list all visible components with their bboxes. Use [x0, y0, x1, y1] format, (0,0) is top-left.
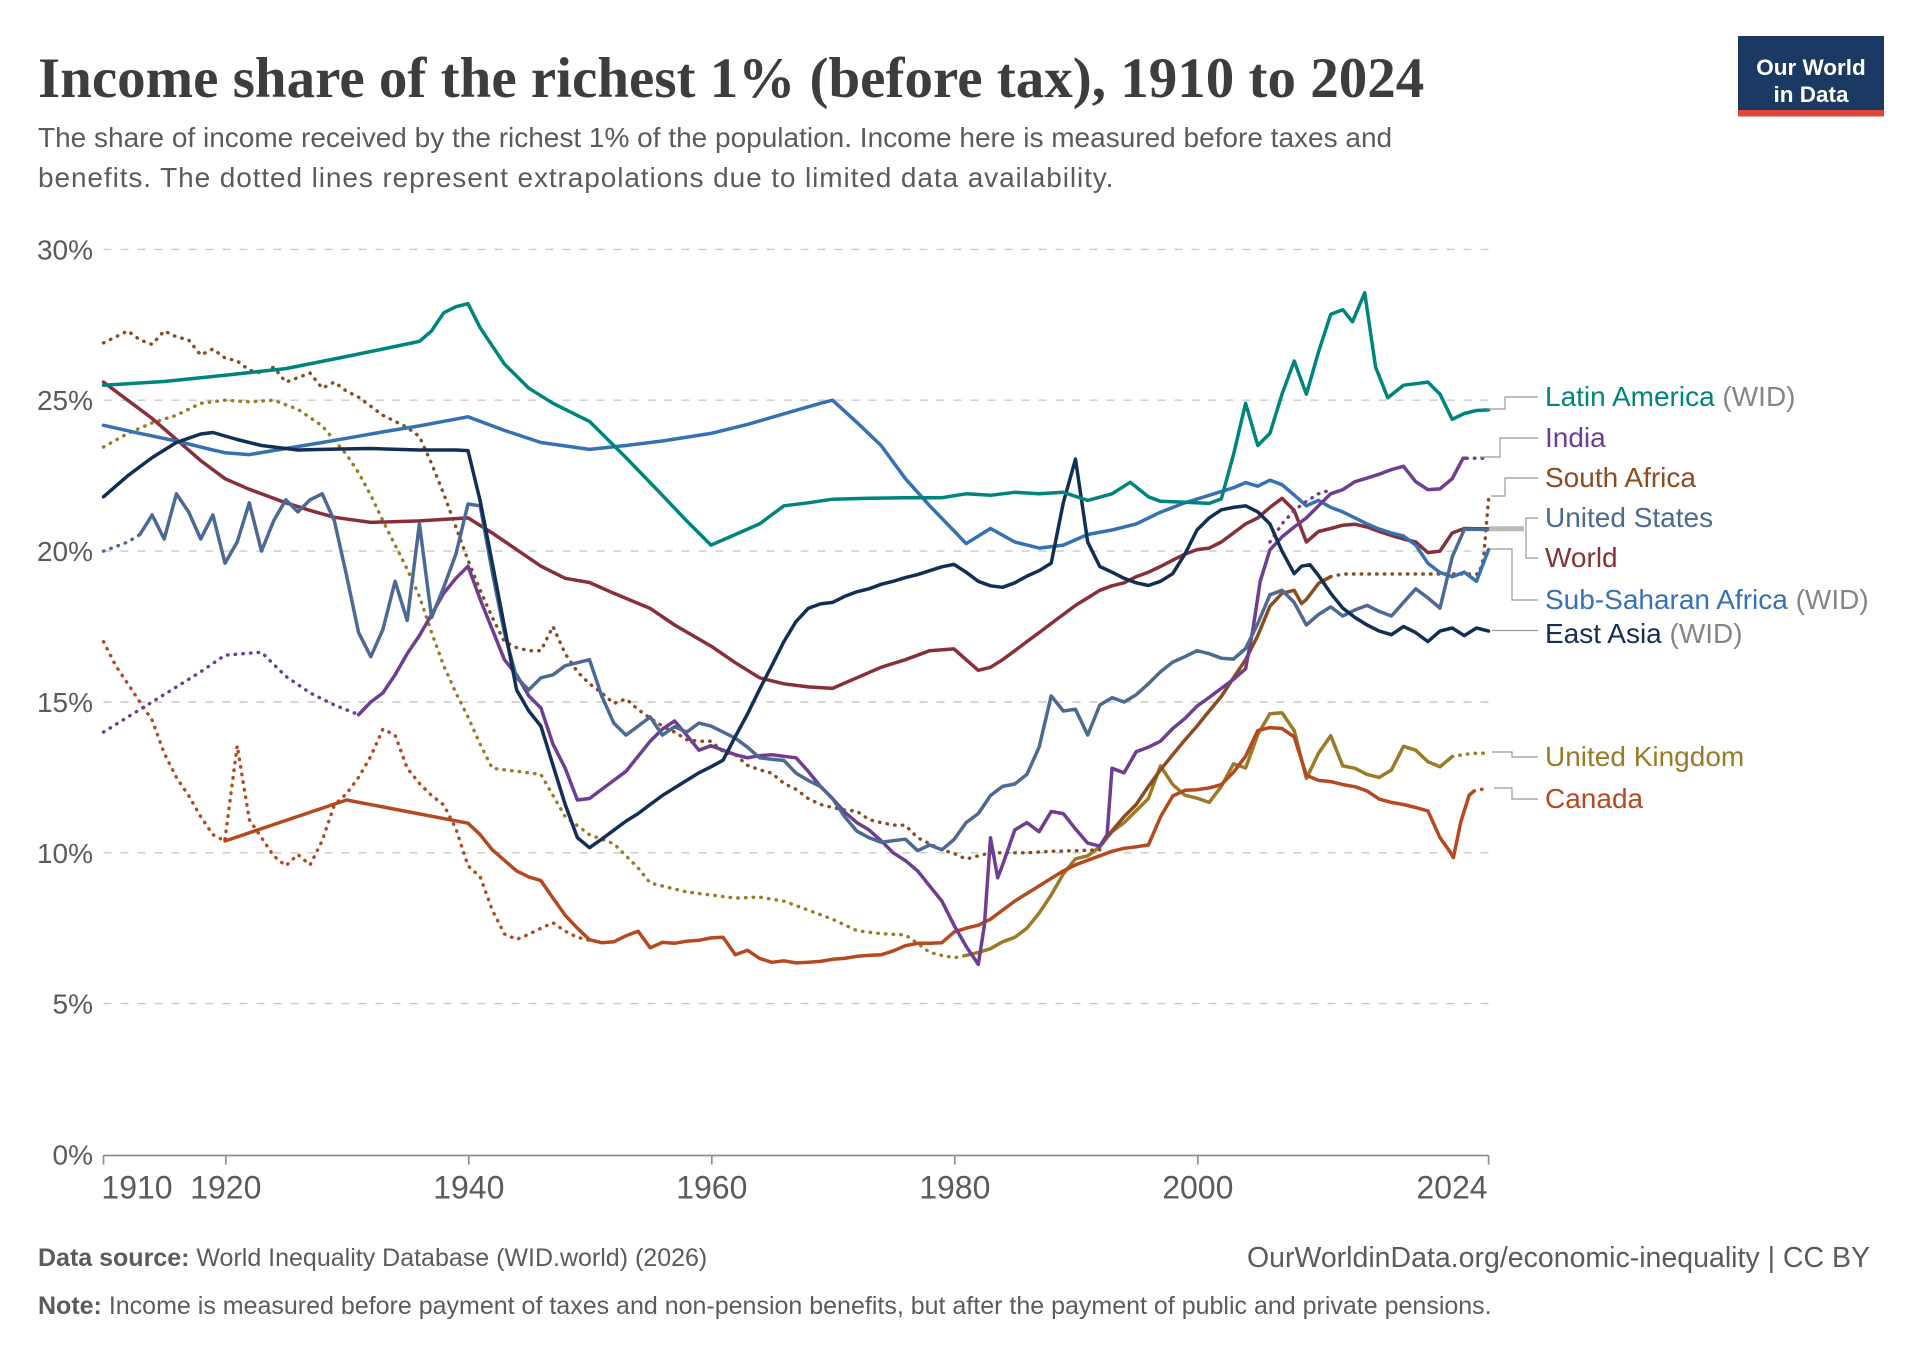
svg-text:2024: 2024 — [1416, 1170, 1487, 1206]
svg-text:benefits. The dotted lines rep: benefits. The dotted lines represent ext… — [38, 162, 1114, 193]
svg-text:10%: 10% — [37, 838, 93, 869]
svg-text:15%: 15% — [37, 687, 93, 718]
svg-text:The share of income received b: The share of income received by the rich… — [38, 122, 1392, 153]
svg-text:Data source: World Inequality: Data source: World Inequality Database (… — [38, 1244, 707, 1272]
svg-text:20%: 20% — [37, 536, 93, 567]
svg-text:30%: 30% — [37, 234, 93, 265]
svg-text:in Data: in Data — [1773, 82, 1849, 107]
svg-text:5%: 5% — [53, 989, 93, 1020]
svg-text:1920: 1920 — [190, 1170, 261, 1206]
svg-text:India: India — [1545, 422, 1606, 453]
svg-text:United States: United States — [1545, 502, 1713, 533]
svg-text:1910: 1910 — [101, 1170, 172, 1206]
svg-text:Latin America (WID): Latin America (WID) — [1545, 381, 1796, 412]
svg-text:25%: 25% — [37, 385, 93, 416]
svg-text:United Kingdom: United Kingdom — [1545, 741, 1744, 772]
svg-text:Our World: Our World — [1756, 55, 1866, 80]
svg-text:Canada: Canada — [1545, 783, 1644, 814]
svg-text:0%: 0% — [53, 1140, 93, 1171]
svg-text:Sub-Saharan Africa (WID): Sub-Saharan Africa (WID) — [1545, 584, 1869, 615]
svg-text:OurWorldinData.org/economic-in: OurWorldinData.org/economic-inequality |… — [1247, 1242, 1870, 1274]
svg-text:South Africa: South Africa — [1545, 462, 1696, 493]
svg-text:East Asia (WID): East Asia (WID) — [1545, 618, 1743, 649]
svg-text:1980: 1980 — [919, 1170, 990, 1206]
svg-text:1940: 1940 — [433, 1170, 504, 1206]
svg-text:Income share of the richest 1%: Income share of the richest 1% (before t… — [38, 47, 1424, 110]
svg-text:1960: 1960 — [676, 1170, 747, 1206]
svg-text:2000: 2000 — [1162, 1170, 1233, 1206]
svg-text:World: World — [1545, 542, 1618, 573]
svg-text:Note: Income is measured befor: Note: Income is measured before payment … — [38, 1292, 1492, 1320]
